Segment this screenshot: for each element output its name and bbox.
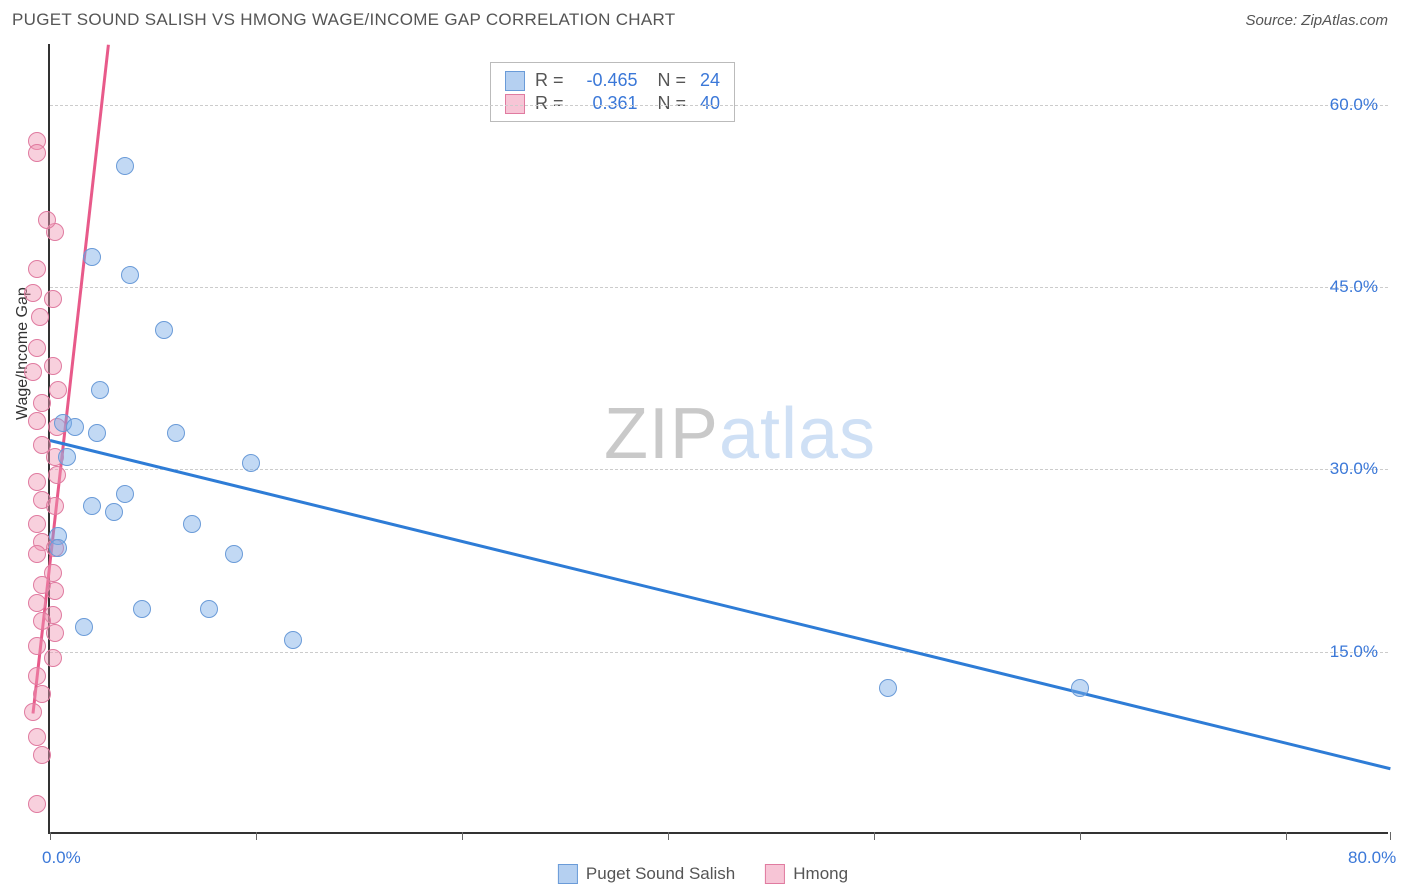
y-tick-label: 15.0% bbox=[1330, 642, 1378, 662]
gridline-h bbox=[50, 105, 1388, 106]
n-label: N = bbox=[658, 93, 687, 114]
data-point-salish bbox=[155, 321, 173, 339]
data-point-salish bbox=[88, 424, 106, 442]
swatch-salish bbox=[558, 864, 578, 884]
data-point-hmong bbox=[28, 545, 46, 563]
data-point-hmong bbox=[28, 795, 46, 813]
data-point-hmong bbox=[28, 144, 46, 162]
data-point-hmong bbox=[24, 703, 42, 721]
x-tick bbox=[462, 832, 463, 840]
x-tick bbox=[50, 832, 51, 840]
chart-plot-area: ZIPatlas R = -0.465 N = 24 R = 0.361 N =… bbox=[48, 44, 1388, 834]
data-point-hmong bbox=[28, 473, 46, 491]
legend-label-hmong: Hmong bbox=[793, 864, 848, 884]
r-label: R = bbox=[535, 93, 564, 114]
data-point-salish bbox=[83, 497, 101, 515]
x-tick bbox=[874, 832, 875, 840]
data-point-hmong bbox=[28, 728, 46, 746]
header: PUGET SOUND SALISH VS HMONG WAGE/INCOME … bbox=[0, 0, 1406, 36]
trendline-salish bbox=[50, 439, 1391, 770]
series-legend: Puget Sound Salish Hmong bbox=[558, 864, 848, 884]
data-point-salish bbox=[58, 448, 76, 466]
data-point-salish bbox=[116, 157, 134, 175]
data-point-salish bbox=[75, 618, 93, 636]
data-point-hmong bbox=[33, 394, 51, 412]
data-point-hmong bbox=[31, 308, 49, 326]
data-point-salish bbox=[121, 266, 139, 284]
correlation-stats-legend: R = -0.465 N = 24 R = 0.361 N = 40 bbox=[490, 62, 735, 122]
data-point-salish bbox=[284, 631, 302, 649]
data-point-salish bbox=[49, 539, 67, 557]
data-point-salish bbox=[183, 515, 201, 533]
swatch-salish bbox=[505, 71, 525, 91]
gridline-h bbox=[50, 287, 1388, 288]
data-point-salish bbox=[167, 424, 185, 442]
data-point-salish bbox=[225, 545, 243, 563]
data-point-hmong bbox=[44, 357, 62, 375]
data-point-hmong bbox=[46, 624, 64, 642]
watermark-atlas: atlas bbox=[719, 394, 876, 474]
data-point-hmong bbox=[28, 260, 46, 278]
data-point-hmong bbox=[28, 515, 46, 533]
data-point-hmong bbox=[28, 637, 46, 655]
r-label: R = bbox=[535, 70, 564, 91]
data-point-hmong bbox=[28, 594, 46, 612]
n-value-salish: 24 bbox=[700, 70, 720, 91]
data-point-hmong bbox=[46, 497, 64, 515]
x-tick bbox=[256, 832, 257, 840]
x-tick bbox=[1286, 832, 1287, 840]
swatch-hmong bbox=[765, 864, 785, 884]
data-point-hmong bbox=[44, 290, 62, 308]
data-point-hmong bbox=[24, 363, 42, 381]
data-point-hmong bbox=[46, 582, 64, 600]
data-point-salish bbox=[116, 485, 134, 503]
data-point-salish bbox=[66, 418, 84, 436]
stats-row-salish: R = -0.465 N = 24 bbox=[505, 69, 720, 92]
x-tick-label: 80.0% bbox=[1348, 848, 1396, 868]
x-tick-label: 0.0% bbox=[42, 848, 81, 868]
n-label: N = bbox=[658, 70, 687, 91]
y-tick-label: 60.0% bbox=[1330, 95, 1378, 115]
y-tick-label: 30.0% bbox=[1330, 459, 1378, 479]
x-tick bbox=[668, 832, 669, 840]
data-point-hmong bbox=[38, 211, 56, 229]
legend-item-hmong: Hmong bbox=[765, 864, 848, 884]
data-point-salish bbox=[242, 454, 260, 472]
swatch-hmong bbox=[505, 94, 525, 114]
data-point-salish bbox=[200, 600, 218, 618]
data-point-hmong bbox=[49, 381, 67, 399]
data-point-hmong bbox=[28, 339, 46, 357]
data-point-hmong bbox=[33, 685, 51, 703]
source-attribution: Source: ZipAtlas.com bbox=[1245, 12, 1388, 29]
data-point-hmong bbox=[28, 667, 46, 685]
r-value-hmong: 0.361 bbox=[574, 93, 638, 114]
data-point-hmong bbox=[33, 746, 51, 764]
data-point-salish bbox=[1071, 679, 1089, 697]
x-tick bbox=[1080, 832, 1081, 840]
data-point-salish bbox=[91, 381, 109, 399]
data-point-hmong bbox=[24, 284, 42, 302]
data-point-hmong bbox=[44, 649, 62, 667]
r-value-salish: -0.465 bbox=[574, 70, 638, 91]
x-tick bbox=[1390, 832, 1391, 840]
y-tick-label: 45.0% bbox=[1330, 277, 1378, 297]
legend-item-salish: Puget Sound Salish bbox=[558, 864, 735, 884]
data-point-salish bbox=[105, 503, 123, 521]
legend-label-salish: Puget Sound Salish bbox=[586, 864, 735, 884]
gridline-h bbox=[50, 652, 1388, 653]
watermark: ZIPatlas bbox=[604, 393, 876, 475]
data-point-hmong bbox=[48, 466, 66, 484]
data-point-salish bbox=[133, 600, 151, 618]
watermark-zip: ZIP bbox=[604, 394, 719, 474]
data-point-salish bbox=[83, 248, 101, 266]
data-point-hmong bbox=[28, 412, 46, 430]
chart-title: PUGET SOUND SALISH VS HMONG WAGE/INCOME … bbox=[12, 10, 675, 30]
stats-row-hmong: R = 0.361 N = 40 bbox=[505, 92, 720, 115]
data-point-salish bbox=[879, 679, 897, 697]
n-value-hmong: 40 bbox=[700, 93, 720, 114]
